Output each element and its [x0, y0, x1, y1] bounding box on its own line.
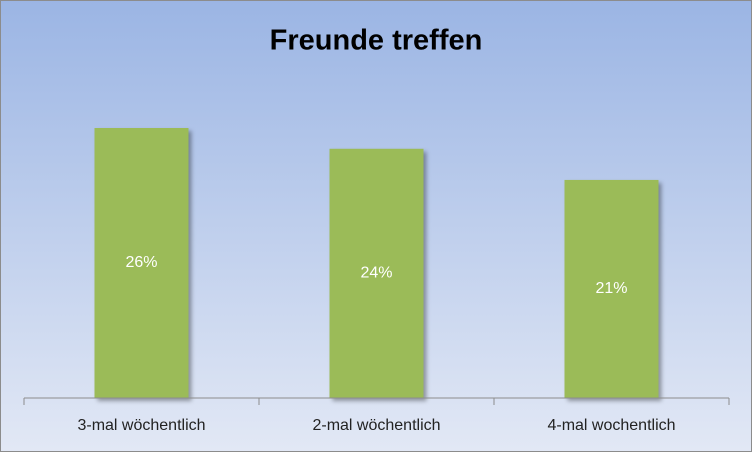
chart-title: Freunde treffen	[270, 25, 483, 57]
value-label: 26%	[125, 254, 157, 271]
value-label: 21%	[595, 280, 627, 297]
bar	[564, 179, 659, 398]
bar	[329, 148, 424, 398]
x-tick-label: 3-mal wöchentlich	[77, 417, 205, 434]
x-tick-label: 4-mal wochentlich	[547, 417, 675, 434]
value-label: 24%	[360, 265, 392, 282]
x-tick-label: 2-mal wöchentlich	[312, 417, 440, 434]
bar	[94, 128, 189, 398]
